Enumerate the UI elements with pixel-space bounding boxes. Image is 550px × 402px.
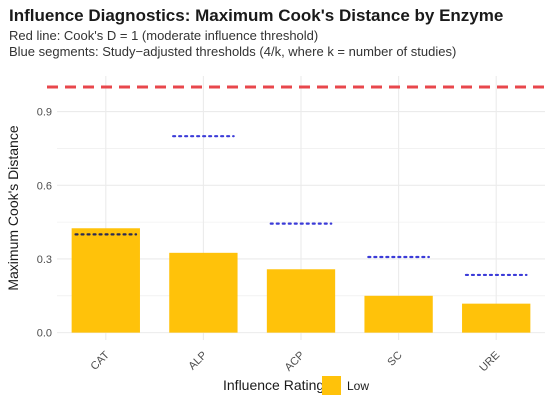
bar-ure xyxy=(462,303,531,333)
legend-key-low xyxy=(322,376,341,395)
y-tick-label: 0.3 xyxy=(37,254,52,266)
legend-title: Influence Rating xyxy=(223,377,324,393)
x-tick-label-alp: ALP xyxy=(186,349,209,372)
bars xyxy=(71,228,531,333)
y-axis-title: Maximum Cook's Distance xyxy=(5,125,21,290)
x-tick-label-sc: SC xyxy=(385,349,404,368)
y-tick-label: 0.9 xyxy=(37,107,52,119)
chart-title: Influence Diagnostics: Maximum Cook's Di… xyxy=(9,6,503,25)
chart-subtitle-red-line: Red line: Cook's D = 1 (moderate influen… xyxy=(9,28,318,43)
y-axis-ticks: 0.0 0.3 0.6 0.9 xyxy=(37,107,52,340)
x-axis-ticks: CAT ALP ACP SC URE xyxy=(88,349,502,374)
x-tick-label-ure: URE xyxy=(477,349,502,374)
threshold-segments xyxy=(74,135,528,277)
y-tick-label: 0.6 xyxy=(37,180,52,192)
x-tick-label-cat: CAT xyxy=(88,349,112,373)
bar-acp xyxy=(266,269,336,333)
chart-subtitle-blue-segments: Blue segments: Study−adjusted thresholds… xyxy=(9,44,456,59)
y-tick-label: 0.0 xyxy=(37,328,52,340)
legend: Influence Rating Low xyxy=(223,376,369,395)
x-tick-label-acp: ACP xyxy=(283,349,307,373)
bar-alp xyxy=(169,252,238,333)
bar-cat xyxy=(71,228,140,333)
bar-sc xyxy=(364,295,433,333)
legend-label-low: Low xyxy=(347,379,369,393)
